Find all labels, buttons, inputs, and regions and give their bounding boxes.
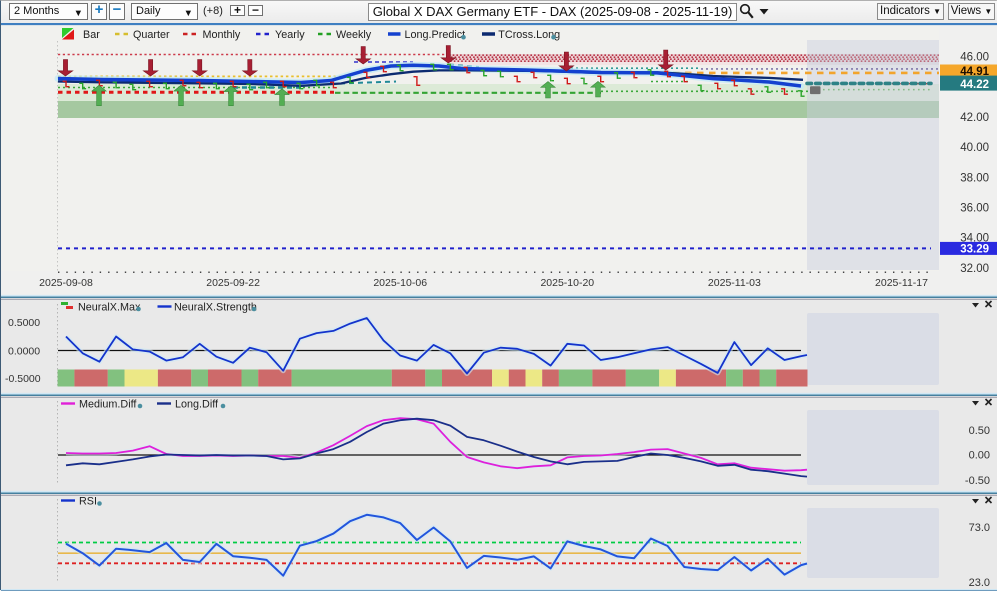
svg-text:Monthly: Monthly (203, 29, 241, 41)
svg-text:40.00: 40.00 (960, 142, 989, 154)
svg-text:2025-10-06: 2025-10-06 (373, 277, 427, 289)
svg-text:Long.Predict: Long.Predict (405, 29, 466, 41)
svg-text:2025-11-17: 2025-11-17 (875, 277, 928, 289)
svg-text:RSI: RSI (79, 496, 97, 508)
svg-text:2025-11-03: 2025-11-03 (708, 277, 761, 289)
svg-text:44.91: 44.91 (960, 66, 989, 78)
svg-text:NeuralX.Strength: NeuralX.Strength (174, 302, 257, 314)
svg-text:NeuralX.Max: NeuralX.Max (78, 302, 141, 314)
svg-text:46.00: 46.00 (960, 52, 989, 64)
svg-text:38.00: 38.00 (960, 172, 989, 184)
svg-text:Medium.Diff: Medium.Diff (79, 399, 137, 411)
svg-text:36.00: 36.00 (960, 203, 989, 215)
svg-text:32.00: 32.00 (960, 263, 989, 275)
svg-text:Weekly: Weekly (336, 29, 372, 41)
svg-text:0.50: 0.50 (969, 425, 990, 437)
svg-text:-0.50: -0.50 (965, 475, 990, 487)
svg-text:2025-09-08: 2025-09-08 (39, 277, 93, 289)
svg-text:-0.5000: -0.5000 (5, 373, 41, 385)
svg-text:23.0: 23.0 (969, 577, 990, 589)
svg-text:Yearly: Yearly (275, 29, 305, 41)
svg-text:Bar: Bar (83, 29, 100, 41)
svg-text:44.22: 44.22 (960, 79, 989, 91)
svg-text:0.00: 0.00 (969, 450, 990, 462)
svg-text:2025-10-20: 2025-10-20 (540, 277, 594, 289)
svg-text:33.29: 33.29 (960, 244, 989, 256)
svg-text:34.00: 34.00 (960, 233, 989, 245)
svg-text:Quarter: Quarter (133, 29, 170, 41)
svg-text:Long.Diff: Long.Diff (175, 399, 219, 411)
svg-text:TCross.Long: TCross.Long (498, 29, 560, 41)
svg-text:73.0: 73.0 (969, 522, 990, 534)
svg-text:0.0000: 0.0000 (8, 346, 40, 358)
svg-text:2025-09-22: 2025-09-22 (206, 277, 260, 289)
svg-text:0.5000: 0.5000 (8, 317, 40, 329)
svg-text:42.00: 42.00 (960, 112, 989, 124)
